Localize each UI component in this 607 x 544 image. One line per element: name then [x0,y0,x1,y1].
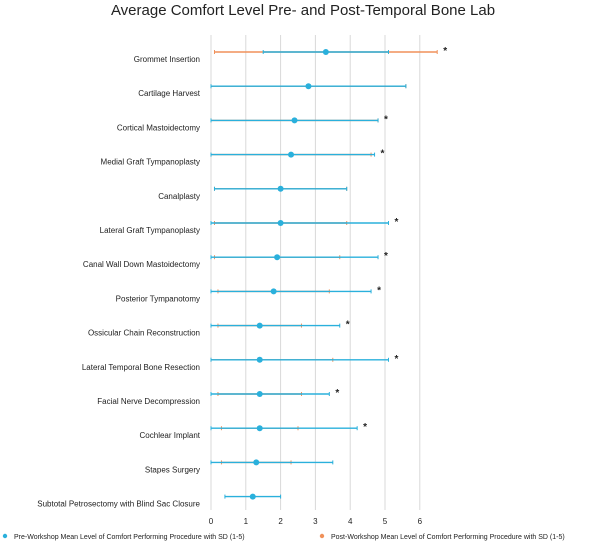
pre-mean-point [322,49,329,55]
significance-star: * [381,149,385,160]
pre-mean-point [256,356,263,363]
category-label: Canalplasty [158,192,200,201]
pre-mean-point [253,459,260,466]
pre-mean-point [270,288,277,295]
significance-star: * [384,114,388,125]
pre-mean-point [277,220,284,226]
category-label: Medial Graft Tympanoplasty [101,158,200,167]
pre-mean-point [256,391,263,397]
grid-lines [210,35,421,510]
pre-mean-point [256,322,263,329]
data-marks: * * * * * * * * * * [210,46,447,500]
x-tick-label: 0 [209,517,214,526]
x-tick-label: 1 [244,517,249,526]
legend-pre-label: Pre-Workshop Mean Level of Comfort Perfo… [14,534,245,541]
significance-star: * [443,46,447,57]
x-tick-label: 4 [348,517,353,526]
legend-post-label: Post-Workshop Mean Level of Comfort Perf… [331,534,565,541]
chart-title: Average Comfort Level Pre- and Post-Temp… [111,2,495,19]
significance-star: * [346,320,350,331]
pre-mean-point [288,151,295,158]
legend-post-swatch [319,533,325,539]
pre-mean-point [277,185,284,192]
legend: Pre-Workshop Mean Level of Comfort Perfo… [2,533,565,541]
pre-mean-point [274,254,281,261]
significance-star: * [394,217,398,228]
x-axis-ticks: 0 1 2 3 4 5 6 [209,517,423,526]
significance-star: * [363,422,367,433]
category-label: Facial Nerve Decompression [97,397,200,406]
x-tick-label: 5 [383,517,388,526]
significance-star: * [384,251,388,262]
category-label: Grommet Insertion [134,55,200,64]
category-label: Lateral Graft Tympanoplasty [100,226,200,235]
category-label: Subtotal Petrosectomy with Blind Sac Clo… [37,500,200,509]
legend-pre-swatch [2,533,8,539]
x-tick-label: 6 [418,517,423,526]
significance-star: * [377,285,381,296]
category-label: Cochlear Implant [140,431,201,440]
category-label: Lateral Temporal Bone Resection [82,363,200,372]
category-labels: Grommet Insertion Cartilage Harvest Cortic… [37,55,201,509]
category-label: Cortical Mastoidectomy [117,123,200,132]
category-label: Ossicular Chain Reconstruction [88,329,200,338]
pre-mean-point [291,117,298,124]
significance-star: * [394,354,398,365]
x-tick-label: 3 [313,517,318,526]
category-label: Stapes Surgery [145,465,200,474]
category-label: Cartilage Harvest [138,89,201,98]
category-label: Posterior Tympanotomy [116,294,200,303]
category-label: Canal Wall Down Mastoidectomy [83,260,200,269]
x-tick-label: 2 [278,517,283,526]
pre-mean-point [256,425,263,432]
pre-mean-point [249,493,256,500]
significance-star: * [335,388,339,399]
pre-mean-point [305,83,312,90]
